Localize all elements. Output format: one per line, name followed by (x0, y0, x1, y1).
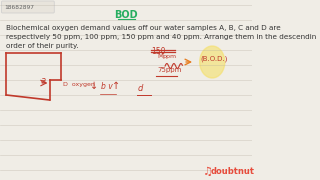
Text: M: M (157, 53, 163, 59)
Text: 18682897: 18682897 (5, 4, 35, 10)
FancyBboxPatch shape (2, 1, 54, 13)
Text: ppm: ppm (163, 54, 177, 59)
Text: order of their purity.: order of their purity. (6, 43, 79, 49)
Text: b v: b v (100, 82, 112, 91)
Text: ↑: ↑ (112, 81, 121, 91)
Text: (B.O.D.): (B.O.D.) (200, 56, 228, 62)
Text: d: d (138, 84, 143, 93)
Text: BOD: BOD (114, 10, 138, 20)
Text: Biochemical oxygen demand values off our water samples A, B, C and D are: Biochemical oxygen demand values off our… (6, 25, 281, 31)
Text: respectively 50 ppm, 100 ppm, 150 ppm and 40 ppm. Arrange them in the descendin: respectively 50 ppm, 100 ppm, 150 ppm an… (6, 34, 316, 40)
Text: 75ppm: 75ppm (157, 67, 181, 73)
Text: 150: 150 (151, 47, 165, 56)
Text: doubtnut: doubtnut (211, 168, 255, 177)
Text: ♫: ♫ (203, 167, 213, 177)
Text: D  oxygen: D oxygen (63, 82, 95, 87)
Text: a: a (41, 76, 46, 85)
Circle shape (200, 46, 225, 78)
Text: ↓: ↓ (91, 81, 99, 91)
